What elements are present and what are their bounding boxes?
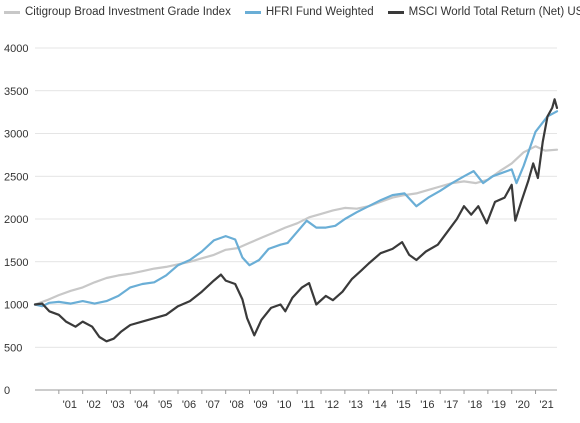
y-tick-label: 3500: [4, 86, 28, 98]
y-tick-label: 1000: [4, 300, 28, 312]
y-tick-label: 3000: [4, 129, 28, 141]
legend-swatch-hfri: [244, 10, 261, 14]
x-tick-label: '09: [253, 399, 267, 411]
legend-item-citigroup: Citigroup Broad Investment Grade Index: [4, 6, 231, 18]
x-tick-label: '11: [301, 399, 315, 411]
x-tick-label: '19: [492, 399, 506, 411]
gridlines: [35, 47, 557, 391]
series-line-citigroup: [33, 145, 559, 306]
legend-label-msci: MSCI World Total Return (Net) USD: [408, 6, 580, 18]
x-tick-label: '08: [230, 399, 244, 411]
x-tick-label: '14: [373, 399, 387, 411]
x-tick-label: '03: [110, 399, 124, 411]
x-tick-label: '20: [516, 399, 530, 411]
x-tick-label: '06: [182, 399, 196, 411]
legend-label-citigroup: Citigroup Broad Investment Grade Index: [25, 6, 231, 18]
series-line-hfri: [33, 110, 559, 308]
x-tick-label: '15: [396, 399, 410, 411]
x-tick-label: '16: [420, 399, 434, 411]
legend-label-hfri: HFRI Fund Weighted: [265, 6, 374, 18]
y-axis: 0 500 1000 1500 2000 2500 3000 3500 4000: [4, 43, 28, 397]
x-tick-label: '17: [444, 399, 458, 411]
x-tick-label: '02: [86, 399, 100, 411]
x-tick-label: '13: [349, 399, 363, 411]
x-tick-label: '05: [158, 399, 172, 411]
x-axis: '01 '02 '03 '04 '05 '06 '07 '08 '09 '10 '11 '12 '13 '…: [58, 390, 554, 411]
legend-swatch-msci: [387, 10, 404, 14]
legend-item-msci: MSCI World Total Return (Net) USD: [387, 6, 580, 18]
series-lines: [33, 98, 559, 343]
x-tick-label: '04: [134, 399, 148, 411]
y-tick-label: 1500: [4, 257, 28, 269]
x-tick-label: '07: [206, 399, 220, 411]
series-line-msci: [33, 98, 559, 343]
x-tick-label: '01: [63, 399, 77, 411]
legend-swatch-citigroup: [4, 10, 20, 14]
y-tick-label: 500: [4, 342, 22, 354]
x-tick-label: '21: [539, 399, 553, 411]
y-tick-label: 2500: [4, 171, 28, 183]
x-tick-label: '10: [277, 399, 291, 411]
y-tick-label: 0: [4, 385, 10, 397]
y-tick-label: 4000: [4, 43, 28, 55]
x-tick-label: '18: [468, 399, 482, 411]
chart-legend: Citigroup Broad Investment Grade Index H…: [4, 4, 580, 20]
y-tick-label: 2000: [4, 214, 28, 226]
x-tick-label: '12: [325, 399, 339, 411]
legend-item-hfri: HFRI Fund Weighted: [244, 6, 374, 18]
